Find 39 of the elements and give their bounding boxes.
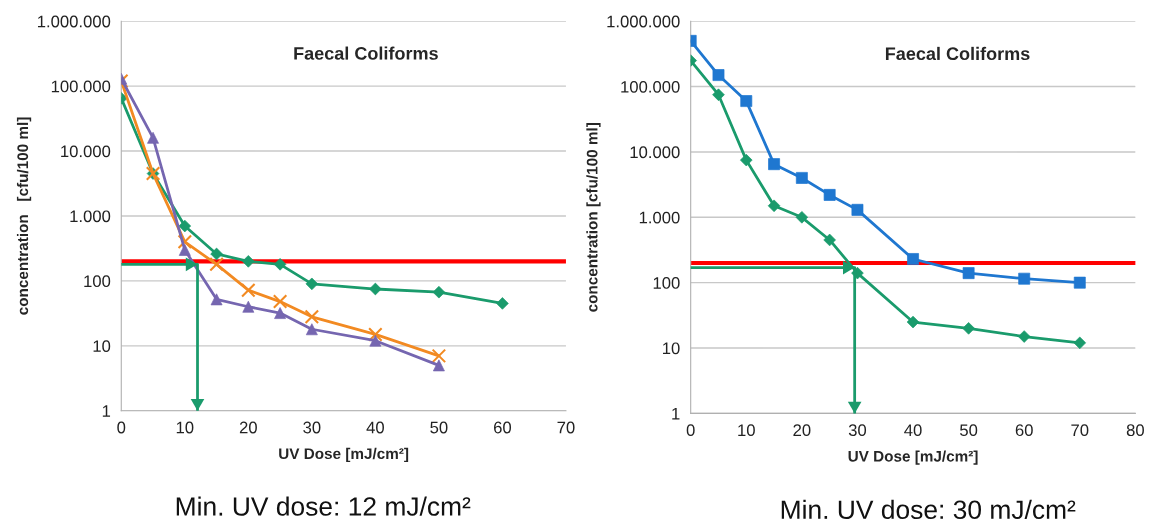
y-tick-label: 1 — [102, 405, 111, 417]
x-tick-label: 0 — [117, 421, 126, 434]
y-tick-label: 100 — [653, 277, 680, 289]
x-tick-label: 60 — [1015, 424, 1033, 437]
x-tick-label: 20 — [793, 424, 811, 437]
text: Min. UV dose: 12 mJ/cm² — [176, 496, 471, 516]
x-tick-label: 70 — [557, 421, 575, 434]
y-tick-label: 100 — [84, 275, 111, 288]
y-tick-label: 10 — [663, 342, 680, 355]
text: Faecal Coliforms — [294, 46, 438, 60]
x-tick-label: 20 — [239, 421, 257, 434]
x-tick-label: 40 — [366, 421, 384, 434]
text: Faecal Coliforms — [885, 46, 1030, 61]
y-tick-label: 10.000 — [630, 146, 680, 159]
y-tick-label: 1.000.000 — [607, 15, 680, 28]
y-axis-title: concentration [cfu/100 ml] — [16, 117, 32, 315]
y-tick-label: 1 — [672, 407, 680, 420]
x-tick-label: 50 — [430, 421, 448, 434]
x-tick-label: 30 — [303, 421, 321, 434]
x-tick-label: 0 — [686, 424, 695, 437]
text: Min. UV dose: 30 mJ/cm² — [781, 499, 1076, 520]
x-tick-label: 60 — [494, 421, 512, 434]
y-tick-label: 1.000 — [70, 210, 111, 223]
y-tick-label: 1.000.000 — [37, 15, 111, 28]
y-tick-label: 10 — [93, 340, 111, 353]
x-tick-label: 10 — [738, 424, 755, 437]
x-axis-title: UV Dose [mJ/cm²] — [848, 450, 978, 465]
x-tick-label: 30 — [848, 424, 867, 437]
x-tick-label: 10 — [176, 421, 194, 434]
x-tick-label: 40 — [904, 424, 922, 437]
x-tick-label: 70 — [1071, 424, 1089, 437]
y-tick-label: 10.000 — [61, 145, 111, 158]
x-axis-title: UV Dose [mJ/cm²] — [279, 447, 409, 463]
x-tick-label: 50 — [960, 424, 978, 437]
x-tick-label: 80 — [1126, 424, 1144, 437]
y-tick-label: 1.000 — [639, 211, 680, 224]
y-tick-label: 100.000 — [621, 80, 680, 93]
y-tick-label: 100.000 — [51, 80, 111, 93]
y-axis-title: concentration [cfu/100 ml] — [586, 123, 601, 312]
